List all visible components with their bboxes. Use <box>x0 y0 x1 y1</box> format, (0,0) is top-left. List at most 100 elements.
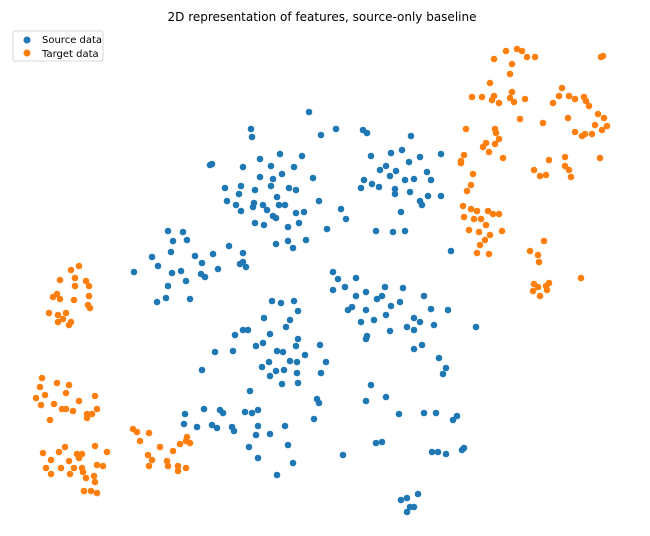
source-data-point <box>239 326 247 334</box>
source-data-point <box>334 275 342 283</box>
target-data-point <box>91 392 99 400</box>
source-data-point <box>382 162 390 170</box>
source-data-point <box>352 274 360 282</box>
target-data-point <box>174 467 182 475</box>
target-data-point <box>585 102 593 110</box>
target-data-point <box>545 279 553 287</box>
target-data-point <box>555 92 563 100</box>
source-data-point <box>206 161 214 169</box>
source-data-point <box>239 258 247 266</box>
target-data-point <box>59 315 67 323</box>
target-data-point <box>82 277 90 285</box>
target-data-point <box>54 318 62 326</box>
source-data-point <box>432 409 440 417</box>
source-data-point <box>442 364 450 372</box>
target-data-point <box>463 187 471 195</box>
source-data-point <box>273 347 281 355</box>
target-data-point <box>490 55 498 63</box>
target-data-point <box>174 462 182 470</box>
source-data-point <box>231 331 239 339</box>
source-data-point <box>272 367 280 375</box>
source-data-point <box>315 197 323 205</box>
source-data-point <box>322 358 330 366</box>
target-data-point <box>460 151 468 159</box>
source-data-point <box>154 262 162 270</box>
source-data-point <box>305 108 313 116</box>
target-data-point <box>99 462 107 470</box>
target-data-point <box>534 283 542 291</box>
source-data-point <box>362 306 370 314</box>
source-data-point <box>294 335 302 343</box>
source-data-point <box>410 326 418 334</box>
source-data-point <box>290 163 298 171</box>
source-data-point <box>278 380 286 388</box>
target-data-point <box>145 429 153 437</box>
source-data-point <box>268 297 276 305</box>
source-data-point <box>317 369 325 377</box>
target-data-point <box>78 464 86 472</box>
target-data-point <box>87 487 95 495</box>
source-data-point <box>395 410 403 418</box>
source-data-point <box>164 282 172 290</box>
source-data-point <box>179 228 187 236</box>
source-data-point <box>272 214 280 222</box>
target-data-point <box>498 227 506 235</box>
target-data-point <box>459 202 467 210</box>
target-data-point <box>38 374 46 382</box>
source-data-point <box>382 393 390 401</box>
target-data-point <box>508 88 516 96</box>
target-data-point <box>62 389 70 397</box>
source-data-point <box>332 125 340 133</box>
source-data-point <box>410 345 418 353</box>
source-data-point <box>254 406 262 414</box>
target-data-point <box>540 237 548 245</box>
source-data-point <box>405 158 413 166</box>
target-data-point <box>53 379 61 387</box>
target-data-point <box>526 247 534 255</box>
target-data-point <box>47 456 55 464</box>
source-data-point <box>427 305 435 313</box>
target-data-point <box>588 130 596 138</box>
source-data-point <box>391 185 399 193</box>
source-data-point <box>406 188 414 196</box>
target-data-point <box>67 266 75 274</box>
target-data-point <box>502 47 510 55</box>
source-data-point <box>370 316 378 324</box>
source-data-point <box>294 379 302 387</box>
source-data-point <box>209 250 217 258</box>
source-data-point <box>309 174 317 182</box>
source-data-point <box>284 441 292 449</box>
source-data-point <box>373 295 381 303</box>
source-data-point <box>403 494 411 502</box>
source-data-point <box>295 219 303 227</box>
source-data-point <box>266 430 274 438</box>
target-data-point <box>61 443 69 451</box>
legend-label-source: Source data <box>42 35 102 46</box>
target-data-point <box>80 487 88 495</box>
target-data-point <box>32 394 40 402</box>
source-data-point <box>376 166 384 174</box>
target-data-point <box>49 293 57 301</box>
target-data-point <box>66 470 74 478</box>
target-data-point <box>88 410 96 418</box>
source-data-point <box>310 415 318 423</box>
target-data-point <box>539 119 547 127</box>
legend: Source data Target data <box>12 30 104 62</box>
target-data-point <box>90 472 98 480</box>
source-data-point <box>252 342 260 350</box>
target-data-point <box>56 276 64 284</box>
source-data-point <box>251 219 259 227</box>
target-data-point <box>479 143 487 151</box>
source-data-point <box>265 358 273 366</box>
source-data-point <box>357 184 365 192</box>
source-data-point <box>316 341 324 349</box>
source-data-point <box>416 318 424 326</box>
source-data-point <box>167 248 175 256</box>
target-data-point <box>93 405 101 413</box>
source-data-point <box>213 424 221 432</box>
target-data-point <box>473 249 481 257</box>
source-data-point <box>444 306 452 314</box>
source-data-point <box>344 306 352 314</box>
source-data-point <box>248 133 256 141</box>
target-data-point <box>582 97 590 105</box>
